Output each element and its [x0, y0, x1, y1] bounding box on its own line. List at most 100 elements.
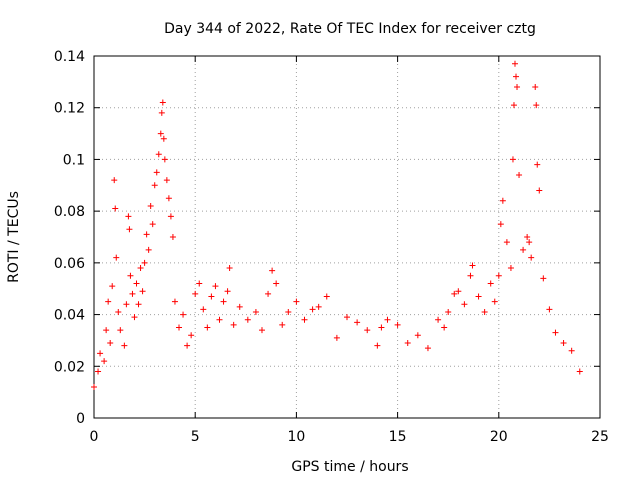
- x-axis-label: GPS time / hours: [291, 459, 408, 475]
- data-point: [445, 308, 452, 315]
- data-point: [121, 342, 128, 349]
- data-point: [424, 345, 431, 352]
- data-point: [117, 327, 124, 334]
- data-point: [546, 306, 553, 313]
- data-point: [97, 350, 104, 357]
- data-point: [258, 327, 265, 334]
- data-point: [503, 239, 510, 246]
- data-point: [200, 306, 207, 313]
- data-point: [279, 321, 286, 328]
- x-tick-label: 5: [191, 429, 200, 445]
- data-point: [354, 319, 361, 326]
- data-point: [536, 187, 543, 194]
- data-point: [524, 234, 531, 240]
- data-point: [344, 314, 350, 321]
- data-point: [481, 308, 488, 315]
- y-tick-label: 0.14: [54, 49, 85, 65]
- data-point: [115, 308, 122, 315]
- data-point: [441, 324, 448, 331]
- data-point: [129, 290, 136, 297]
- data-point: [192, 290, 199, 297]
- x-tick-label: 25: [591, 429, 609, 445]
- x-tick-label: 10: [287, 429, 305, 445]
- data-point: [171, 298, 178, 305]
- data-point: [244, 316, 251, 323]
- data-point: [333, 334, 340, 341]
- data-point: [220, 298, 227, 305]
- data-point: [126, 226, 133, 233]
- data-point: [236, 303, 243, 310]
- data-point: [475, 293, 482, 300]
- data-point: [414, 332, 421, 339]
- data-point: [196, 280, 203, 287]
- data-point: [131, 314, 138, 321]
- y-tick-label: 0.1: [63, 152, 85, 168]
- data-point: [151, 182, 158, 189]
- data-point: [230, 321, 237, 328]
- data-point: [145, 246, 152, 253]
- data-point: [141, 259, 148, 266]
- data-point: [184, 342, 191, 349]
- y-tick-label: 0.04: [54, 308, 85, 324]
- data-point: [143, 231, 150, 238]
- data-point: [137, 265, 144, 272]
- chart-title: Day 344 of 2022, Rate Of TEC Index for r…: [164, 21, 536, 37]
- data-point: [105, 298, 112, 305]
- data-point: [95, 368, 102, 375]
- data-point: [455, 288, 462, 295]
- data-point: [109, 283, 116, 290]
- data-point: [534, 161, 541, 168]
- data-point: [208, 293, 215, 300]
- data-point: [212, 283, 219, 290]
- data-point: [265, 290, 272, 297]
- data-point: [176, 324, 183, 331]
- data-point: [204, 324, 211, 331]
- data-point: [111, 177, 118, 184]
- data-point: [153, 169, 160, 176]
- data-point: [364, 327, 371, 334]
- data-point: [315, 303, 322, 310]
- data-point: [499, 197, 506, 204]
- data-point: [378, 324, 385, 331]
- data-point: [533, 102, 540, 109]
- x-tick-label: 15: [389, 429, 407, 445]
- data-point: [285, 308, 292, 315]
- data-point: [158, 109, 165, 116]
- data-point: [526, 239, 533, 246]
- data-point: [510, 102, 517, 109]
- data-point: [226, 265, 233, 272]
- data-point: [374, 342, 381, 349]
- data-point: [159, 99, 166, 106]
- data-points: [91, 60, 583, 390]
- grid-lines: [94, 56, 600, 418]
- data-point: [520, 246, 527, 253]
- data-point: [568, 347, 575, 354]
- data-point: [113, 254, 120, 261]
- y-axis-label: ROTI / TECUs: [6, 191, 22, 283]
- data-point: [511, 60, 518, 67]
- data-point: [155, 151, 162, 158]
- data-point: [514, 84, 521, 91]
- data-point: [301, 316, 308, 323]
- data-point: [469, 262, 476, 269]
- data-point: [123, 301, 130, 308]
- data-point: [323, 293, 330, 300]
- data-point: [540, 275, 547, 282]
- y-tick-label: 0.08: [54, 204, 85, 220]
- data-point: [394, 321, 401, 328]
- data-point: [507, 265, 514, 272]
- data-point: [169, 234, 176, 240]
- data-point: [273, 280, 280, 287]
- x-tick-label: 20: [490, 429, 508, 445]
- data-point: [461, 301, 468, 308]
- data-point: [127, 272, 134, 279]
- data-point: [495, 272, 502, 279]
- data-point: [133, 280, 140, 287]
- data-point: [309, 306, 316, 313]
- data-point: [552, 329, 559, 336]
- data-point: [167, 213, 174, 220]
- data-point: [125, 213, 132, 220]
- plot-frame: [93, 55, 601, 419]
- data-point: [163, 177, 170, 184]
